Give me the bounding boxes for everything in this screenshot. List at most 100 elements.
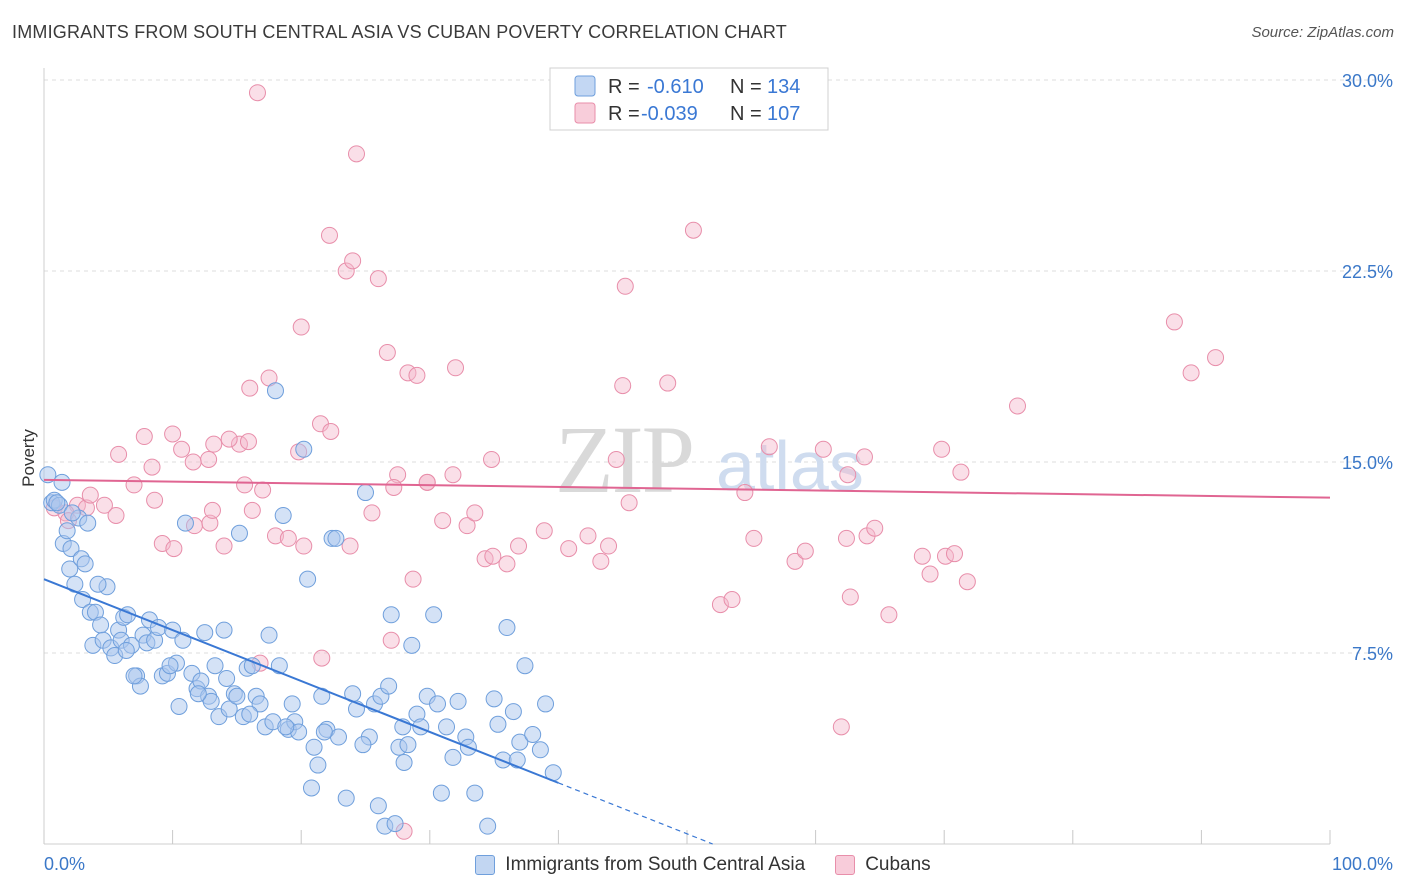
cubans-point: [385, 478, 403, 496]
cubans-point: [363, 504, 381, 522]
south-central-asia-point: [380, 677, 398, 695]
cubans-point: [143, 458, 161, 476]
cubans-point: [292, 318, 310, 336]
legend-n-value-2: 107: [767, 103, 800, 125]
south-central-asia-point: [241, 705, 259, 723]
south-central-asia-point: [295, 440, 313, 458]
y-tick-label-1: 15.0%: [1342, 453, 1393, 473]
south-central-asia-point: [531, 741, 549, 759]
south-central-asia-point: [524, 725, 542, 743]
cubans-point: [855, 448, 873, 466]
cubans-point: [165, 540, 183, 558]
cubans-point: [434, 512, 452, 530]
south-central-asia-point: [395, 754, 413, 772]
cubans-point: [796, 542, 814, 560]
cubans-point: [239, 433, 257, 451]
south-central-asia-point: [196, 624, 214, 642]
south-central-asia-point: [61, 560, 79, 578]
series-cubans-points: [45, 84, 1225, 840]
legend-top: R = -0.610 N = 134 R = -0.039 N = 107: [549, 67, 829, 131]
south-central-asia-point: [206, 657, 224, 675]
y-tick-label-2: 22.5%: [1342, 262, 1393, 282]
cubans-point: [458, 517, 476, 535]
cubans-point: [215, 537, 233, 555]
cubans-point: [164, 425, 182, 443]
cubans-point: [745, 529, 763, 547]
south-central-asia-point: [63, 504, 81, 522]
y-axis-title: Poverty: [19, 429, 38, 487]
cubans-point: [814, 440, 832, 458]
south-central-asia-point: [260, 626, 278, 644]
south-central-asia-point: [315, 723, 333, 741]
cubans-point: [418, 473, 436, 491]
cubans-point: [344, 252, 362, 270]
south-central-asia-point: [449, 692, 467, 710]
south-central-asia-point: [399, 736, 417, 754]
south-central-asia-point: [230, 524, 248, 542]
cubans-point: [378, 343, 396, 361]
cubans-point: [1207, 349, 1225, 367]
watermark: ZIP atlas: [555, 406, 864, 513]
cubans-point: [607, 450, 625, 468]
south-central-asia-point: [429, 695, 447, 713]
south-central-asia-point: [386, 815, 404, 833]
cubans-point: [535, 522, 553, 540]
south-central-asia-point: [537, 695, 555, 713]
cubans-point: [236, 476, 254, 494]
south-central-asia-point: [302, 779, 320, 797]
cubans-point: [382, 631, 400, 649]
cubans-point: [241, 379, 259, 397]
cubans-point: [659, 374, 677, 392]
cubans-point: [1009, 397, 1027, 415]
cubans-point: [560, 540, 578, 558]
south-central-asia-point: [274, 506, 292, 524]
cubans-point: [579, 527, 597, 545]
y-tick-label-3: 30.0%: [1342, 71, 1393, 91]
legend-r-label-2: R =: [608, 103, 640, 125]
south-central-asia-point: [305, 738, 323, 756]
south-central-asia-point: [504, 703, 522, 721]
cubans-point: [135, 428, 153, 446]
cubans-point: [313, 649, 331, 667]
south-central-asia-point: [215, 621, 233, 639]
cubans-point: [444, 466, 462, 484]
south-central-asia-point: [220, 700, 238, 718]
cubans-point: [320, 226, 338, 244]
south-central-asia-point: [39, 466, 57, 484]
cubans-point: [347, 145, 365, 163]
south-central-asia-point: [299, 570, 317, 588]
south-central-asia-point: [516, 657, 534, 675]
trend-lines: [43, 478, 1331, 845]
cubans-point: [389, 466, 407, 484]
cubans-point: [684, 221, 702, 239]
cubans-point: [81, 486, 99, 504]
cubans-point: [279, 529, 297, 547]
cubans-point: [220, 430, 238, 448]
south-central-asia-point: [79, 514, 97, 532]
cubans-point: [203, 501, 221, 519]
legend-label-cubans: Cubans: [865, 854, 931, 875]
tick-labels: 7.5% 15.0% 22.5% 30.0% 0.0% 100.0%: [44, 71, 1393, 874]
south-central-asia-point: [53, 473, 71, 491]
watermark-zip: ZIP: [555, 406, 693, 513]
x-tick-label-1: 100.0%: [1332, 854, 1393, 874]
south-central-asia-point: [283, 695, 301, 713]
south-central-asia-point: [251, 695, 269, 713]
south-central-asia-point: [266, 382, 284, 400]
trend-line-south-central-asia: [43, 578, 559, 784]
south-central-asia-point: [466, 784, 484, 802]
south-central-asia-point: [511, 733, 529, 751]
cubans-point: [184, 453, 202, 471]
cubans-point: [146, 491, 164, 509]
south-central-asia-point: [161, 657, 179, 675]
cubans-point: [945, 545, 963, 563]
cubans-point: [736, 484, 754, 502]
cubans-point: [341, 537, 359, 555]
south-central-asia-point: [337, 789, 355, 807]
legend-r-label-1: R =: [608, 76, 640, 98]
x-tick-label-0: 0.0%: [44, 854, 85, 874]
cubans-point: [173, 440, 191, 458]
cubans-point: [243, 501, 261, 519]
cubans-point: [958, 573, 976, 591]
south-central-asia-point: [202, 692, 220, 710]
